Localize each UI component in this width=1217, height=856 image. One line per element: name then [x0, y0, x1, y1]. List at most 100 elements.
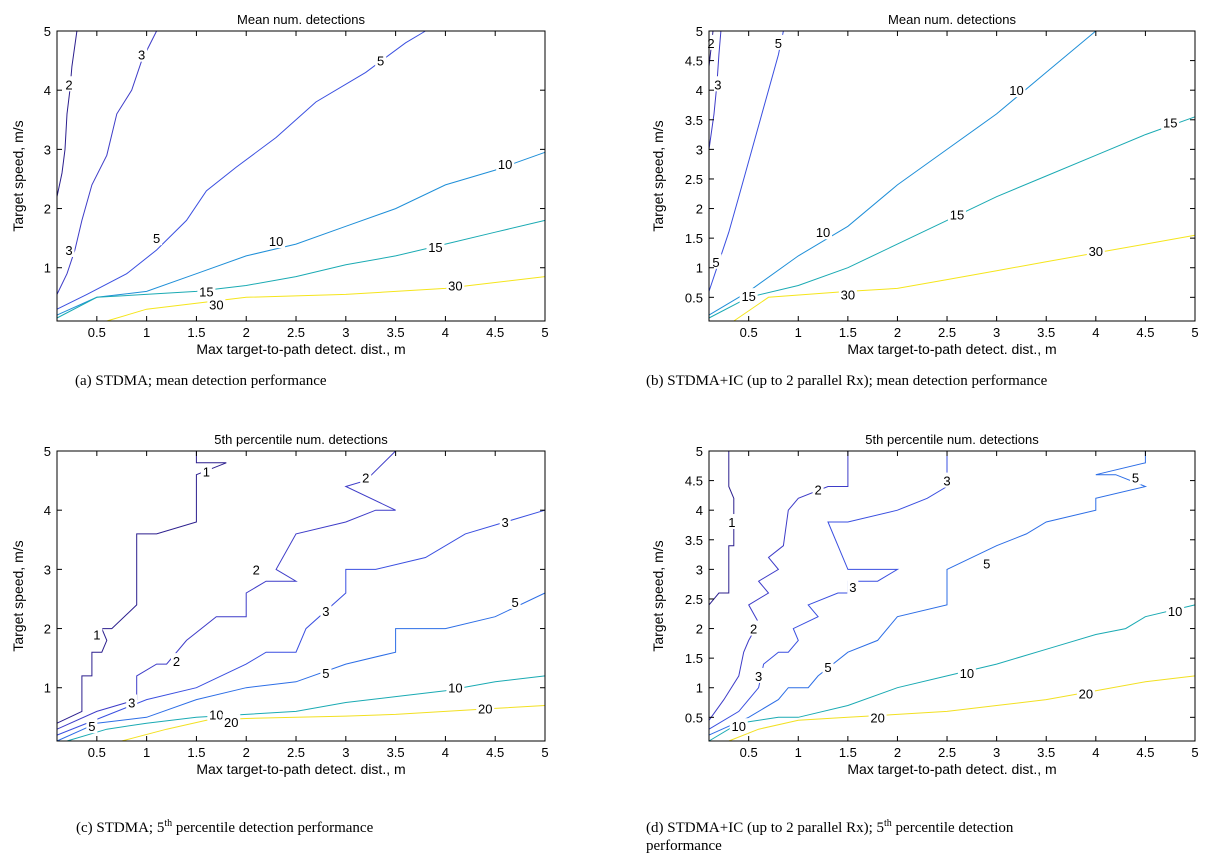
contour-label: 2 — [173, 654, 180, 669]
x-tick-label: 3 — [342, 325, 349, 340]
x-tick-label: 2 — [243, 325, 250, 340]
contour-label: 5 — [322, 666, 329, 681]
contour-label: 2 — [65, 77, 72, 92]
x-axis-label: Max target-to-path detect. dist., m — [196, 761, 405, 777]
axes-box — [56, 450, 546, 742]
contour-label-bg — [126, 694, 138, 710]
y-tick-label: 4 — [696, 503, 703, 518]
contour-label: 30 — [841, 287, 855, 302]
chart-title: Mean num. detections — [888, 12, 1016, 27]
contour-label: 1 — [728, 515, 735, 530]
contour-label: 30 — [448, 278, 462, 293]
contour-line-10 — [66, 675, 546, 742]
contour-label-bg — [207, 296, 226, 312]
y-tick-label: 2 — [696, 622, 703, 637]
contour-line-2 — [708, 451, 849, 721]
x-tick-label: 2.5 — [938, 745, 956, 760]
x-tick-label: 3.5 — [387, 325, 405, 340]
contour-label: 5 — [983, 556, 990, 571]
x-tick-label: 4.5 — [1136, 325, 1154, 340]
x-tick-label: 4.5 — [1136, 745, 1154, 760]
contour-label-bg — [838, 286, 857, 302]
contour-label-bg — [1129, 469, 1141, 485]
contour-label-bg — [200, 463, 212, 479]
contour-label-bg — [1166, 602, 1185, 618]
y-axis-label: Target speed, m/s — [650, 120, 666, 231]
x-tick-label: 4 — [1092, 745, 1099, 760]
x-tick-label: 1.5 — [839, 745, 857, 760]
y-tick-label: 3 — [44, 562, 51, 577]
contour-line-10 — [708, 30, 1097, 316]
contour-label-bg — [360, 469, 372, 485]
contour-label: 2 — [707, 36, 714, 51]
x-tick-label: 2.5 — [938, 325, 956, 340]
contour-label: 3 — [755, 669, 762, 684]
contour-label-bg — [814, 224, 833, 240]
y-tick-label: 3 — [696, 562, 703, 577]
contour-label-bg — [499, 514, 511, 530]
x-tick-label: 5 — [1191, 325, 1198, 340]
contour-label-bg — [812, 481, 824, 497]
y-tick-label: 3 — [44, 142, 51, 157]
x-tick-label: 4 — [442, 325, 449, 340]
contour-label-bg — [63, 76, 75, 92]
x-tick-label: 2.5 — [287, 745, 305, 760]
contour-line-15 — [708, 116, 1196, 319]
contour-label: 10 — [1009, 83, 1023, 98]
y-tick-label: 0.5 — [685, 710, 703, 725]
y-tick-label: 3.5 — [685, 113, 703, 128]
y-tick-label: 4.5 — [685, 54, 703, 69]
y-tick-label: 3.5 — [685, 533, 703, 548]
contour-label: 5 — [775, 36, 782, 51]
x-tick-label: 4.5 — [486, 745, 504, 760]
contour-label-bg — [1076, 685, 1095, 701]
x-tick-label: 0.5 — [88, 325, 106, 340]
contour-label: 1 — [203, 465, 210, 480]
x-tick-label: 0.5 — [740, 745, 758, 760]
x-axis-label: Max target-to-path detect. dist., m — [847, 761, 1056, 777]
contour-label: 10 — [1168, 604, 1182, 619]
y-tick-label: 0.5 — [685, 290, 703, 305]
x-tick-label: 3.5 — [1037, 745, 1055, 760]
y-tick-label: 1.5 — [685, 651, 703, 666]
contour-label: 5 — [1132, 471, 1139, 486]
x-tick-label: 5 — [541, 745, 548, 760]
contour-label: 10 — [816, 225, 830, 240]
caption-d: (d) STDMA+IC (up to 2 parallel Rx); 5th … — [646, 815, 1206, 855]
contour-label: 5 — [153, 231, 160, 246]
contour-label: 10 — [732, 719, 746, 734]
contour-label: 2 — [750, 622, 757, 637]
contour-line-5 — [56, 30, 426, 310]
contour-label: 5 — [824, 660, 831, 675]
contour-label-bg — [86, 718, 98, 734]
x-tick-label: 1.5 — [839, 325, 857, 340]
y-tick-label: 5 — [696, 444, 703, 459]
contour-label-bg — [426, 239, 445, 255]
contour-label: 15 — [199, 284, 213, 299]
contour-label-bg — [222, 714, 241, 730]
panel-a: 2 3 3 5 5 10 10 15 15 30 30 0.5 1 1.5 2 2.5 3 3.5 4 4.5 5 1 2 3… — [0, 0, 560, 400]
contour-label: 20 — [1079, 687, 1093, 702]
contour-label-bg — [207, 706, 226, 722]
contour-label: 20 — [224, 715, 238, 730]
y-tick-label: 2.5 — [685, 172, 703, 187]
contour-label-bg — [320, 602, 332, 618]
contour-label-bg — [957, 664, 976, 680]
contour-label-bg — [729, 718, 748, 734]
y-tick-label: 3 — [696, 142, 703, 157]
panel-b: 2 3 5 5 10 10 15 15 15 30 30 0.5 1 1.5 2 2.5 3 3.5 4 4.5 5 0.… — [640, 0, 1217, 400]
contour-label-bg — [1007, 82, 1026, 98]
x-tick-label: 2 — [894, 325, 901, 340]
contour-label: 1 — [93, 627, 100, 642]
axes-box — [708, 450, 1196, 742]
contour-label: 15 — [1163, 116, 1177, 131]
contour-label: 10 — [209, 707, 223, 722]
contour-label-bg — [705, 34, 717, 50]
x-tick-label: 1 — [143, 325, 150, 340]
contour-label-bg — [446, 277, 465, 293]
contour-line-20 — [121, 705, 546, 742]
x-tick-label: 3 — [342, 745, 349, 760]
y-tick-label: 1 — [44, 261, 51, 276]
